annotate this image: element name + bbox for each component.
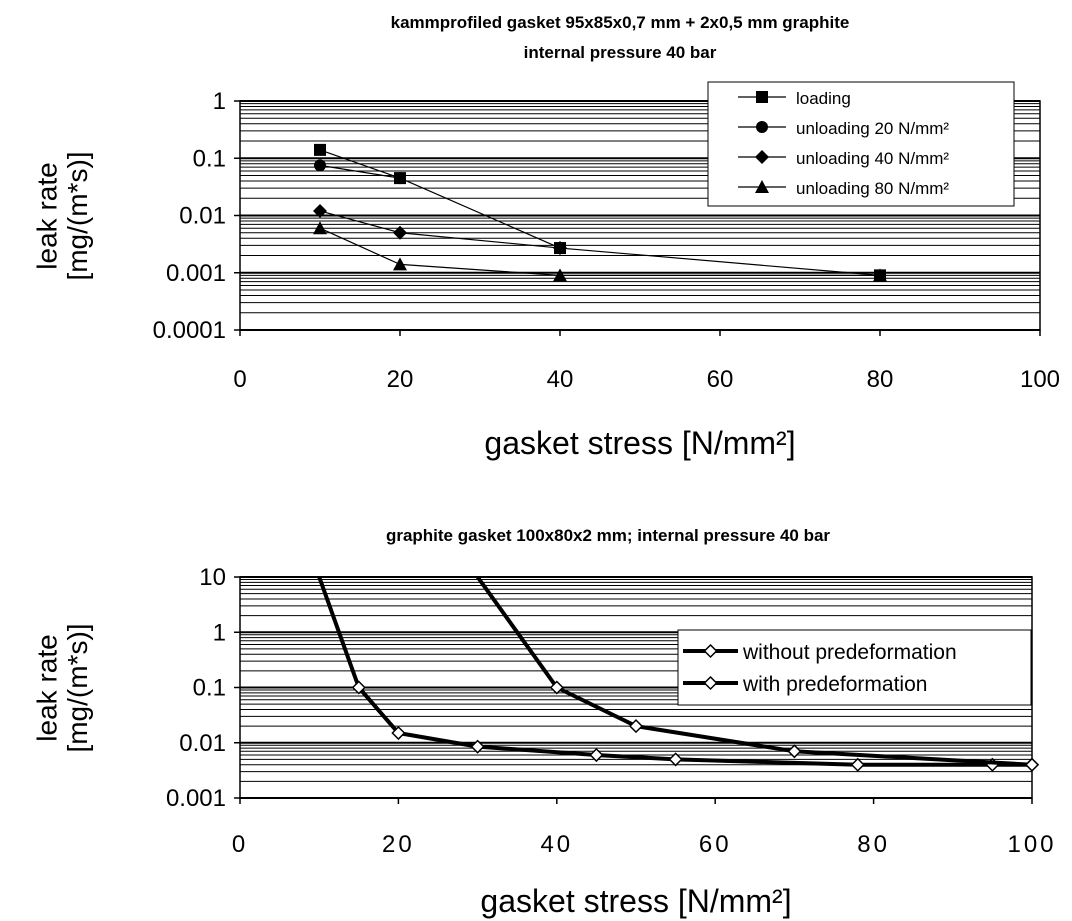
legend-swatch-marker [703,675,718,691]
data-point [393,225,407,240]
series-line [319,210,561,249]
data-point [553,241,567,256]
series-line [319,149,881,276]
data-point [393,257,407,271]
data-point [553,268,567,282]
chart-2-y-axis-label: leak rate[mg/(m*s)] [31,623,93,752]
chart-bottom: graphite gasket 100x80x2 mm; internal pr… [31,526,1056,919]
y-tick-label: 0.001 [166,785,226,812]
data-point [850,757,865,772]
data-point [1024,757,1040,772]
data-point [873,268,887,282]
data-point [351,680,366,695]
data-point [391,725,406,741]
y-tick-label: 0.01 [179,730,226,757]
x-tick-label: 80 [857,831,890,858]
chart-1-subtitle: internal pressure 40 bar [524,43,717,62]
data-point [314,143,326,156]
x-tick-label: 60 [707,366,734,393]
chart-1-x-axis-label: gasket stress [N/mm²] [484,425,795,461]
chart-1-y-axis-label: leak rate[mg/(m*s)] [31,151,93,280]
y-axis-label-line: [mg/(m*s)] [62,151,93,280]
y-tick-label: 1 [213,88,226,115]
y-axis-label-line: leak rate [31,634,62,741]
data-point [313,221,327,235]
data-point [314,159,326,172]
x-tick-label: 20 [387,366,414,393]
data-point [549,680,564,695]
data-point [394,172,406,185]
x-tick-label: 60 [699,831,732,858]
x-tick-label: 80 [867,366,894,393]
x-tick-label: 0 [232,831,248,858]
legend-swatch-marker [756,121,768,133]
legend-swatch-marker [755,150,769,164]
data-point [787,744,802,759]
x-tick-label: 40 [540,831,573,858]
legend-label: unloading 80 N/mm² [796,179,949,198]
chart-2-title: graphite gasket 100x80x2 mm; internal pr… [386,526,830,545]
legend-swatch-marker [703,643,718,659]
y-tick-label: 10 [199,564,226,591]
chart-1-title: kammprofiled gasket 95x85x0,7 mm + 2x0,5… [391,13,850,32]
data-point [589,747,604,763]
legend-label: loading [796,89,851,108]
legend-label: with predeformation [742,673,927,696]
y-tick-label: 0.0001 [153,317,226,344]
series-line [319,164,401,179]
y-tick-label: 1 [213,619,226,646]
legend-box [677,629,1032,706]
x-tick-label: 100 [1007,831,1056,858]
legend-label: without predeformation [742,641,957,664]
series-line [319,227,880,276]
y-tick-label: 0.001 [166,260,226,287]
data-point [668,752,683,767]
y-axis-label-line: [mg/(m*s)] [62,623,93,752]
x-tick-label: 100 [1020,366,1060,393]
y-axis-label-line: leak rate [31,162,62,269]
data-point [470,739,485,754]
data-point [628,719,644,734]
x-tick-label: 40 [547,366,574,393]
chart-top: kammprofiled gasket 95x85x0,7 mm + 2x0,5… [31,13,1060,461]
y-tick-label: 0.1 [193,675,226,702]
data-point [313,203,327,218]
y-tick-label: 0.1 [193,145,226,172]
legend-swatch-marker [755,180,769,193]
legend-swatch-marker [756,91,768,103]
legend-label: unloading 20 N/mm² [796,119,949,138]
y-tick-label: 0.01 [179,203,226,230]
x-tick-label: 0 [233,366,246,393]
legend-label: unloading 40 N/mm² [796,149,949,168]
chart-2-x-axis-label: gasket stress [N/mm²] [480,883,791,919]
x-tick-label: 20 [382,831,415,858]
